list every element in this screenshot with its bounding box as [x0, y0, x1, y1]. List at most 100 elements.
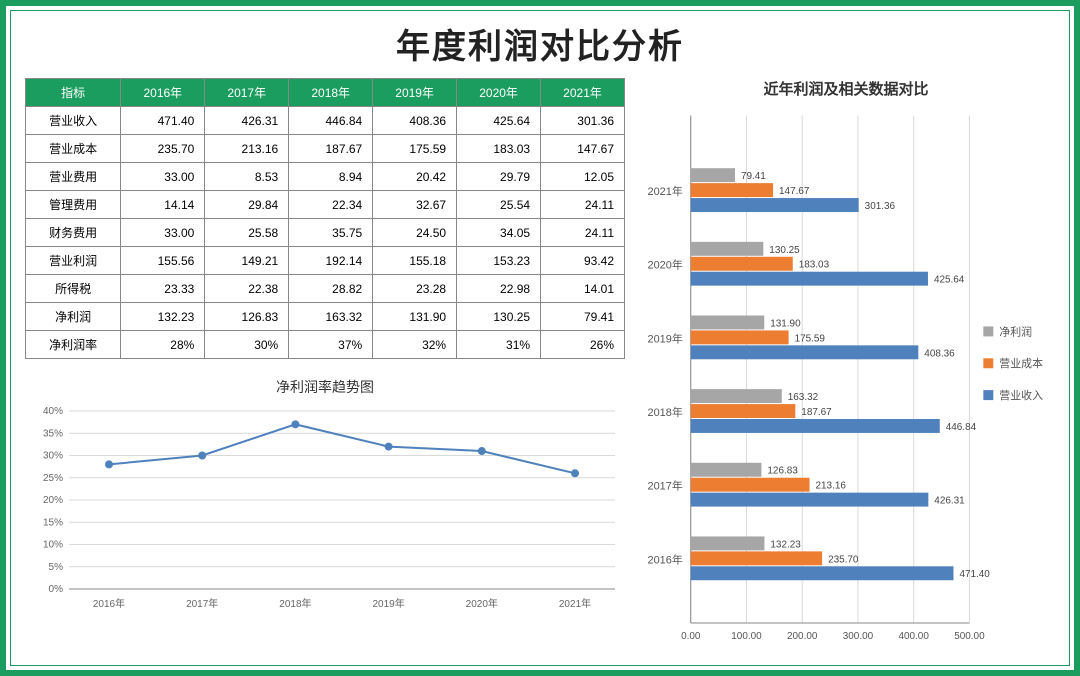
cell-value: 14.14	[121, 191, 205, 219]
cell-value: 213.16	[205, 135, 289, 163]
x-axis-label: 2016年	[93, 597, 125, 610]
svg-text:0%: 0%	[49, 584, 64, 595]
table-row: 营业收入471.40426.31446.84408.36425.64301.36	[26, 107, 625, 135]
cell-value: 26%	[541, 331, 625, 359]
bar	[691, 419, 940, 433]
cell-value: 34.05	[457, 219, 541, 247]
x-axis-label: 300.00	[843, 631, 874, 642]
right-column: 近年利润及相关数据对比 0.00100.00200.00300.00400.00…	[637, 78, 1055, 655]
col-year: 2017年	[205, 79, 289, 107]
table-row: 营业费用33.008.538.9420.4229.7912.05	[26, 163, 625, 191]
col-year: 2021年	[541, 79, 625, 107]
row-label: 管理费用	[26, 191, 121, 219]
legend-label: 营业收入	[999, 388, 1043, 402]
cell-value: 175.59	[373, 135, 457, 163]
cell-value: 25.54	[457, 191, 541, 219]
cell-value: 132.23	[121, 303, 205, 331]
cell-value: 29.84	[205, 191, 289, 219]
legend-swatch	[983, 358, 993, 368]
col-year: 2019年	[373, 79, 457, 107]
table-row: 营业利润155.56149.21192.14155.18153.2393.42	[26, 247, 625, 275]
table-row: 管理费用14.1429.8422.3432.6725.5424.11	[26, 191, 625, 219]
x-axis-label: 2018年	[279, 597, 311, 610]
legend-swatch	[983, 326, 993, 336]
table-row: 净利润132.23126.83163.32131.90130.2579.41	[26, 303, 625, 331]
bar	[691, 242, 764, 256]
bar-value-label: 426.31	[934, 496, 965, 507]
bar	[691, 404, 796, 418]
bar-value-label: 408.36	[924, 348, 955, 359]
cell-value: 192.14	[289, 247, 373, 275]
table-row: 营业成本235.70213.16187.67175.59183.03147.67	[26, 135, 625, 163]
y-axis-label: 2017年	[647, 479, 682, 493]
cell-value: 126.83	[205, 303, 289, 331]
cell-value: 33.00	[121, 219, 205, 247]
bar	[691, 198, 859, 212]
bar-chart: 0.00100.00200.00300.00400.00500.002021年7…	[637, 105, 1055, 655]
bar	[691, 257, 793, 271]
bar-chart-svg: 0.00100.00200.00300.00400.00500.002021年7…	[637, 105, 1055, 655]
col-year: 2016年	[121, 79, 205, 107]
table-row: 净利润率28%30%37%32%31%26%	[26, 331, 625, 359]
row-label: 营业利润	[26, 247, 121, 275]
bar-value-label: 183.03	[799, 260, 830, 271]
col-indicator: 指标	[26, 79, 121, 107]
bar	[691, 493, 929, 507]
svg-text:30%: 30%	[43, 451, 63, 462]
bar-value-label: 446.84	[946, 422, 977, 433]
cell-value: 130.25	[457, 303, 541, 331]
y-axis-label: 2018年	[647, 405, 682, 419]
cell-value: 147.67	[541, 135, 625, 163]
x-axis-label: 500.00	[954, 631, 985, 642]
cell-value: 22.34	[289, 191, 373, 219]
x-axis-label: 2017年	[186, 597, 218, 610]
cell-value: 31%	[457, 331, 541, 359]
cell-value: 155.18	[373, 247, 457, 275]
row-label: 所得税	[26, 275, 121, 303]
bar	[691, 463, 762, 477]
legend-label: 净利润	[999, 324, 1032, 338]
x-axis-label: 0.00	[681, 631, 701, 642]
bar	[691, 330, 789, 344]
bar	[691, 389, 782, 403]
bar	[691, 478, 810, 492]
bar	[691, 272, 928, 286]
cell-value: 37%	[289, 331, 373, 359]
bar-value-label: 130.25	[769, 245, 800, 256]
svg-text:20%: 20%	[43, 495, 63, 506]
bar-value-label: 131.90	[770, 318, 801, 329]
x-axis-label: 200.00	[787, 631, 818, 642]
bar-value-label: 425.64	[934, 275, 965, 286]
cell-value: 24.11	[541, 219, 625, 247]
bar	[691, 168, 735, 182]
bar-value-label: 213.16	[816, 481, 847, 492]
cell-value: 301.36	[541, 107, 625, 135]
x-axis-label: 2021年	[559, 597, 591, 610]
svg-text:40%: 40%	[43, 406, 63, 417]
cell-value: 8.94	[289, 163, 373, 191]
line-chart: 净利润率趋势图 0%5%10%15%20%25%30%35%40%2016年20…	[25, 377, 625, 655]
y-axis-label: 2019年	[647, 331, 682, 345]
bar	[691, 183, 773, 197]
row-label: 营业费用	[26, 163, 121, 191]
x-axis-label: 2019年	[372, 597, 404, 610]
cell-value: 149.21	[205, 247, 289, 275]
cell-value: 408.36	[373, 107, 457, 135]
profit-table: 指标2016年2017年2018年2019年2020年2021年 营业收入471…	[25, 78, 625, 359]
bar-value-label: 175.59	[795, 333, 826, 344]
row-label: 净利润	[26, 303, 121, 331]
bar-value-label: 301.36	[865, 201, 896, 212]
cell-value: 29.79	[457, 163, 541, 191]
cell-value: 35.75	[289, 219, 373, 247]
legend-swatch	[983, 390, 993, 400]
cell-value: 30%	[205, 331, 289, 359]
svg-text:25%: 25%	[43, 473, 63, 484]
cell-value: 24.11	[541, 191, 625, 219]
left-column: 指标2016年2017年2018年2019年2020年2021年 营业收入471…	[25, 78, 625, 655]
bar-value-label: 471.40	[959, 569, 990, 580]
cell-value: 131.90	[373, 303, 457, 331]
bar-value-label: 187.67	[801, 407, 832, 418]
page-title: 年度利润对比分析	[25, 19, 1055, 68]
legend-label: 营业成本	[999, 356, 1043, 370]
inner-frame: 年度利润对比分析 指标2016年2017年2018年2019年2020年2021…	[10, 10, 1070, 666]
